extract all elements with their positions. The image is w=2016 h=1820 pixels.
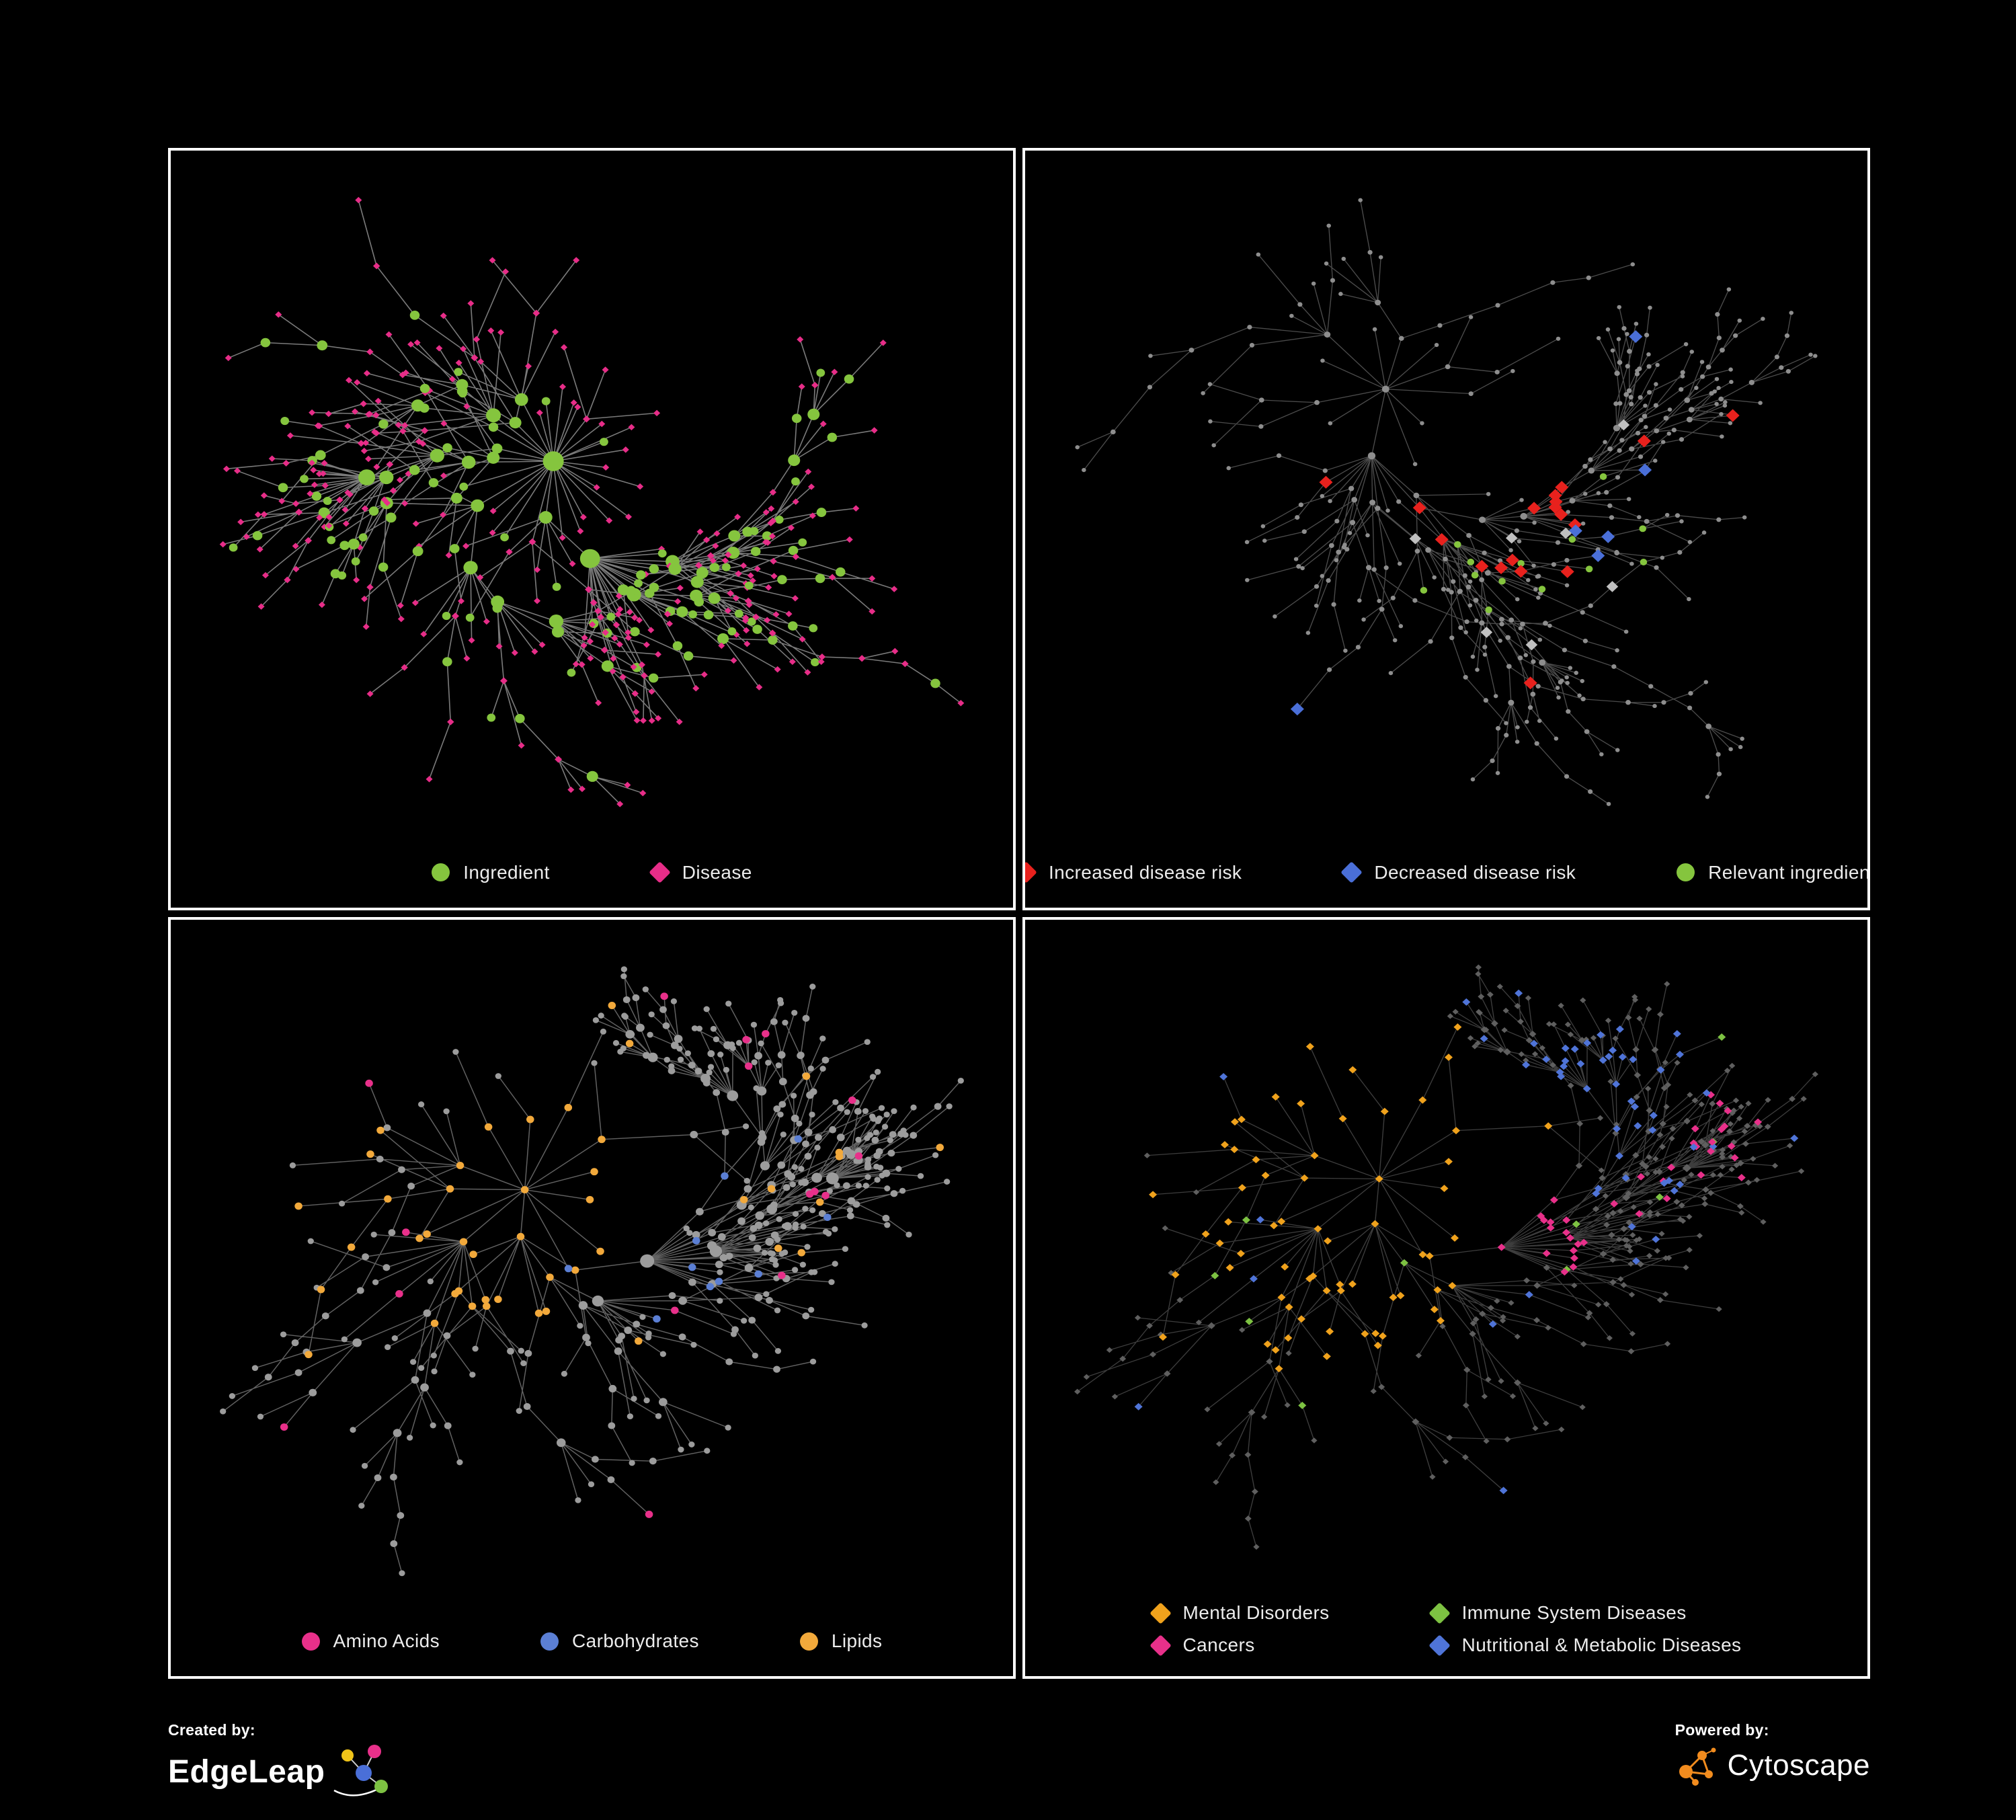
powered-by-block: Powered by: Cytoscape (1675, 1721, 1870, 1788)
legend-item-immune-system-diseases: Immune System Diseases (1428, 1601, 1742, 1624)
disease-classes-network-graph (1074, 963, 1818, 1550)
diamond-swatch-icon (649, 861, 671, 883)
nutrient-classes-network-graph (220, 965, 964, 1576)
disease-risk-legend: Increased disease risk Decreased disease … (1025, 854, 1867, 908)
network-base-nodes (220, 965, 964, 1576)
created-by-label: Created by: (168, 1721, 255, 1739)
edgeleap-logo-icon (333, 1745, 389, 1796)
network-base-nodes (1074, 963, 1818, 1550)
circle-swatch-icon (1677, 863, 1695, 881)
legend-label: Increased disease risk (1048, 861, 1242, 883)
edgeleap-wordmark: EdgeLeap (168, 1753, 325, 1790)
legend-item-lipids: Lipids (799, 1630, 883, 1652)
panel-ingredient-disease: Ingredient Disease (168, 148, 1016, 910)
powered-by-label: Powered by: (1675, 1721, 1769, 1739)
legend-item-decreased-disease-risk: Decreased disease risk (1340, 861, 1576, 883)
panel-nutrient-classes: Amino Acids Carbohydrates Lipids (168, 916, 1016, 1679)
panel-disease-classes: Mental Disorders Immune System Diseases Ca… (1022, 916, 1870, 1679)
legend-label: Cancers (1182, 1634, 1255, 1655)
network-highlight-nodes (219, 196, 965, 807)
circle-swatch-icon (432, 863, 450, 881)
legend-label: Mental Disorders (1182, 1602, 1330, 1623)
legend-item-mental-disorders: Mental Disorders (1149, 1601, 1330, 1624)
panel-disease-risk: Increased disease risk Decreased disease … (1022, 148, 1870, 910)
network-edges (1077, 200, 1816, 805)
ingredient-disease-legend: Ingredient Disease (171, 854, 1013, 908)
branding-row: Created by: EdgeLeap Powered by: (168, 1721, 1870, 1800)
ingredient-disease-network-graph (219, 196, 965, 807)
network-highlight-nodes (1290, 330, 1740, 716)
edgeleap-logo-row: EdgeLeap (168, 1743, 397, 1800)
nutrient-classes-legend: Amino Acids Carbohydrates Lipids (171, 1622, 1013, 1676)
diamond-swatch-icon (1340, 861, 1363, 883)
cytoscape-wordmark: Cytoscape (1727, 1749, 1870, 1782)
diamond-swatch-icon (1149, 1601, 1172, 1624)
legend-item-amino-acids: Amino Acids (301, 1630, 440, 1652)
network-highlight-nodes (280, 992, 944, 1518)
disease-classes-legend: Mental Disorders Immune System Diseases Ca… (1025, 1594, 1867, 1676)
circle-swatch-icon (540, 1632, 559, 1651)
legend-item-relevant-ingredient: Relevant ingredient (1677, 861, 1870, 883)
circle-swatch-icon (799, 1632, 818, 1651)
circle-swatch-icon (301, 1632, 320, 1651)
created-by-block: Created by: EdgeLeap (168, 1721, 397, 1800)
network-highlight-nodes (1134, 989, 1799, 1494)
legend-label: Relevant ingredient (1708, 861, 1870, 883)
cytoscape-logo-icon (1679, 1747, 1716, 1786)
legend-label: Carbohydrates (572, 1630, 699, 1651)
network-edges (223, 200, 961, 805)
legend-item-ingredient: Ingredient (432, 862, 550, 883)
diamond-swatch-icon (1149, 1634, 1172, 1657)
legend-label: Ingredient (463, 861, 550, 883)
disease-risk-network-graph (1075, 198, 1818, 806)
legend-item-nutritional-metabolic-diseases: Nutritional & Metabolic Diseases (1428, 1634, 1742, 1657)
network-base-nodes (1075, 198, 1818, 806)
diamond-swatch-icon (1428, 1634, 1451, 1657)
legend-item-cancers: Cancers (1149, 1634, 1330, 1657)
legend-label: Nutritional & Metabolic Diseases (1461, 1634, 1742, 1655)
diamond-swatch-icon (1428, 1601, 1451, 1624)
legend-label: Decreased disease risk (1374, 861, 1576, 883)
diamond-swatch-icon (1025, 861, 1037, 883)
cytoscape-logo-row: Cytoscape (1675, 1743, 1870, 1788)
legend-item-carbohydrates: Carbohydrates (540, 1630, 699, 1652)
legend-label: Amino Acids (333, 1630, 440, 1651)
legend-label: Immune System Diseases (1461, 1602, 1687, 1623)
legend-label: Lipids (831, 1630, 883, 1651)
network-panels-grid: Ingredient Disease Increased disease risk… (168, 148, 1870, 1679)
legend-item-disease: Disease (649, 861, 752, 883)
legend-label: Disease (682, 861, 752, 883)
legend-item-increased-disease-risk: Increased disease risk (1025, 861, 1242, 883)
